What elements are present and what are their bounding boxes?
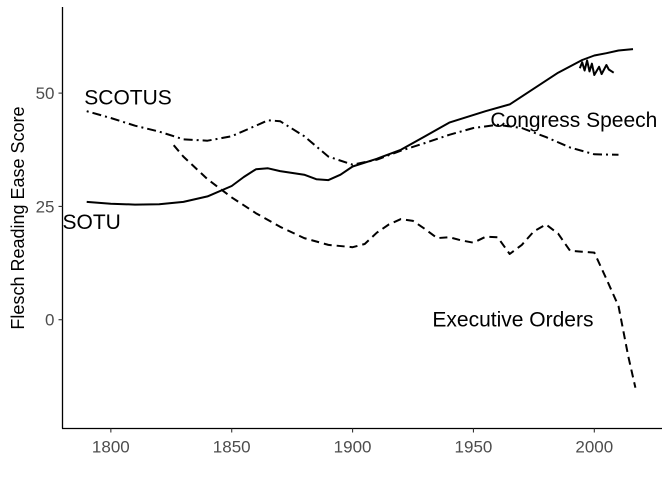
y-tick-label: 0: [45, 311, 54, 330]
ticks: 1800 1850 1900 1950 2000 0 25 50: [36, 84, 614, 456]
y-tick-label: 25: [36, 197, 55, 216]
series-label-sotu: SOTU: [63, 211, 121, 234]
series-line-executive-orders: [172, 144, 637, 388]
x-tick-label: 1800: [92, 438, 130, 457]
series-label-executive-orders: Executive Orders: [432, 309, 593, 332]
series-labels: SOTU SCOTUS Congress Speech Executive Order…: [63, 86, 658, 331]
axes: [61, 7, 662, 430]
x-tick-label: 1850: [213, 438, 251, 457]
x-tick-label: 1950: [455, 438, 493, 457]
y-axis-title: Flesch Reading Ease Score: [8, 106, 28, 329]
series-line-congress-speech: [578, 59, 615, 76]
series-label-congress-speech: Congress Speech: [490, 109, 657, 132]
series-line-scotus: [86, 110, 619, 166]
series-line-sotu: [86, 48, 634, 206]
series-label-scotus: SCOTUS: [84, 86, 172, 109]
x-tick-label: 2000: [575, 438, 613, 457]
x-tick-label: 1900: [334, 438, 372, 457]
y-tick-label: 50: [36, 84, 55, 103]
series-lines: [86, 48, 637, 388]
